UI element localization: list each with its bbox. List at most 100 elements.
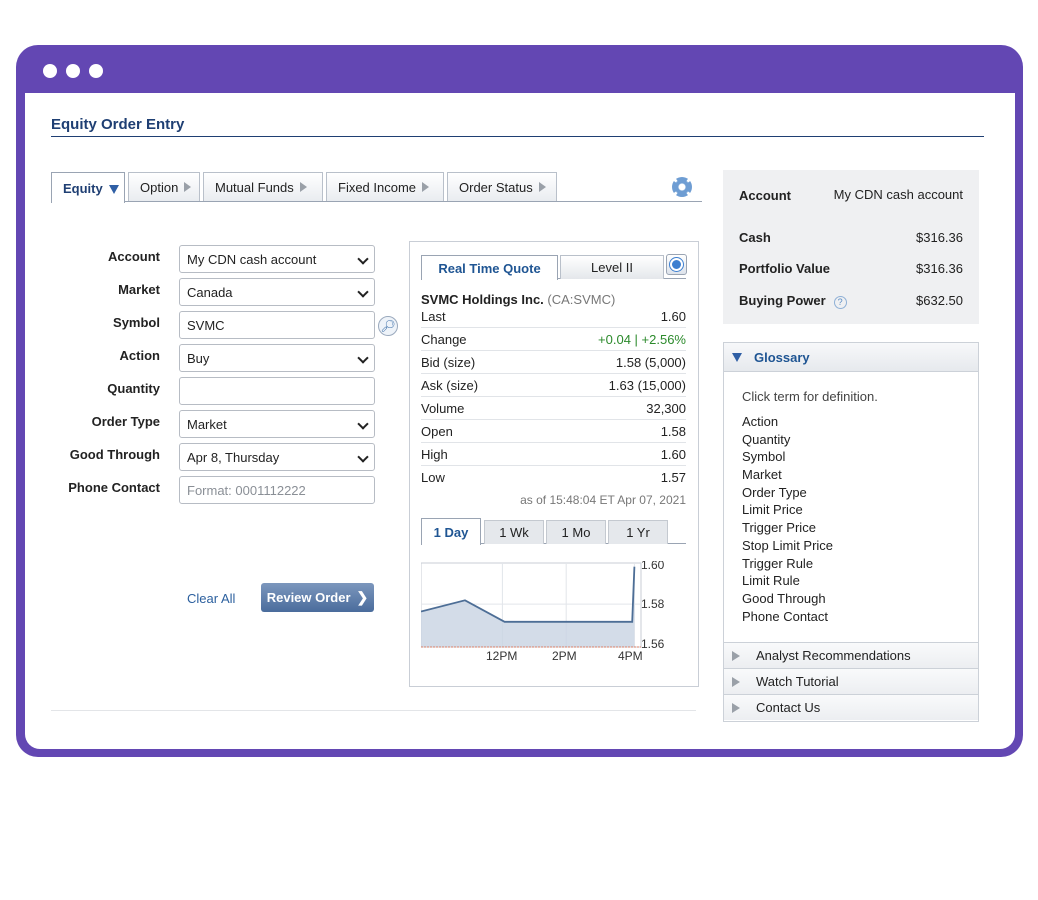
- glossary-term[interactable]: Limit Price: [742, 502, 803, 518]
- symbol-label: Symbol: [113, 315, 160, 330]
- quote-row: High 1.60: [421, 443, 686, 466]
- tab-option[interactable]: Option: [128, 172, 200, 201]
- account-label: Account: [108, 249, 160, 264]
- price-area: [421, 566, 635, 647]
- account-summary: Account My CDN cash account Cash $316.36…: [723, 170, 979, 324]
- contact-us-section[interactable]: Contact Us: [724, 694, 978, 720]
- quote-row-label: Low: [421, 470, 445, 485]
- analyst-recommendations-section[interactable]: Analyst Recommendations: [724, 642, 978, 668]
- glossary-term[interactable]: Good Through: [742, 590, 826, 606]
- market-select-value: Canada: [187, 284, 233, 300]
- chevron-down-icon: [357, 286, 369, 298]
- window-dot[interactable]: [43, 64, 57, 78]
- company-name-text: SVMC Holdings Inc.: [421, 292, 544, 307]
- market-label: Market: [118, 282, 160, 297]
- caret-down-icon: [108, 184, 119, 194]
- account-select[interactable]: My CDN cash account: [179, 245, 375, 273]
- buying-power-label: Buying Power?: [739, 293, 847, 309]
- tab-1-week[interactable]: 1 Wk: [484, 520, 544, 544]
- symbol-search-icon[interactable]: 🔎︎: [378, 316, 398, 336]
- x-tick-label: 12PM: [486, 649, 517, 661]
- triangle-right-icon: [732, 650, 740, 661]
- quote-row: Bid (size) 1.58 (5,000): [421, 351, 686, 374]
- quote-row-label: Bid (size): [421, 354, 476, 370]
- tab-1-day[interactable]: 1 Day: [421, 518, 481, 545]
- account-summary-value: My CDN cash account: [833, 187, 963, 202]
- company-name: SVMC Holdings Inc. (CA:SVMC): [421, 292, 615, 307]
- tab-label: Fixed Income: [338, 179, 417, 195]
- glossary-term[interactable]: Trigger Rule: [742, 555, 814, 571]
- tab-level-ii[interactable]: Level II: [560, 255, 664, 279]
- tab-equity[interactable]: Equity: [51, 172, 125, 203]
- quote-row-value: 1.58: [660, 423, 686, 439]
- tab-order-status[interactable]: Order Status: [447, 172, 557, 201]
- quote-row-label: Volume: [421, 400, 465, 416]
- tab-real-time-quote[interactable]: Real Time Quote: [421, 255, 558, 280]
- help-icon[interactable]: ?: [833, 296, 847, 309]
- cash-value: $316.36: [916, 230, 963, 245]
- order-type-select[interactable]: Market: [179, 410, 375, 438]
- triangle-down-icon: [732, 352, 742, 362]
- action-select[interactable]: Buy: [179, 344, 375, 372]
- glossary-term[interactable]: Limit Rule: [742, 573, 800, 589]
- quote-row-label: Ask (size): [421, 377, 479, 393]
- review-order-button[interactable]: Review Order ❯: [261, 583, 374, 612]
- quote-row-label: Last: [421, 308, 446, 324]
- triangle-right-icon: [732, 702, 740, 713]
- quote-row: Last 1.60: [421, 305, 686, 328]
- glossary-term[interactable]: Stop Limit Price: [742, 537, 834, 553]
- phone-contact-input[interactable]: Format: 0001112222: [179, 476, 375, 504]
- window-dot[interactable]: [89, 64, 103, 78]
- glossary-term[interactable]: Order Type: [742, 484, 807, 500]
- tab-label: Option: [140, 179, 179, 195]
- chevron-down-icon: [357, 418, 369, 430]
- clear-all-link[interactable]: Clear All: [187, 591, 236, 606]
- page-content: Equity Order Entry Equity Option Mutual …: [25, 93, 1015, 749]
- action-select-value: Buy: [187, 350, 210, 366]
- chevron-down-icon: [357, 451, 369, 463]
- tab-1-year[interactable]: 1 Yr: [608, 520, 668, 544]
- symbol-input[interactable]: SVMC: [179, 311, 375, 339]
- quote-row-value: 1.60: [660, 446, 686, 462]
- symbol-input-value: SVMC: [187, 317, 225, 333]
- glossary-panel: Glossary Click term for definition. Acti…: [723, 342, 979, 722]
- buying-power-row: Buying Power? $632.50: [739, 293, 963, 309]
- quote-row-label: High: [421, 446, 448, 462]
- tab-mutual-funds[interactable]: Mutual Funds: [203, 172, 323, 201]
- glossary-term[interactable]: Symbol: [742, 449, 786, 465]
- section-label: Analyst Recommendations: [756, 648, 911, 663]
- cash-label: Cash: [739, 230, 771, 245]
- quantity-label: Quantity: [107, 381, 160, 396]
- y-tick-label: 1.58: [641, 597, 665, 611]
- glossary-term[interactable]: Action: [742, 414, 779, 429]
- phone-contact-placeholder: Format: 0001112222: [187, 482, 306, 498]
- tab-label: Mutual Funds: [215, 179, 294, 195]
- title-divider: [51, 136, 984, 137]
- quote-row-value: 1.60: [660, 308, 686, 324]
- glossary-term[interactable]: Phone Contact: [742, 608, 829, 624]
- glossary-header[interactable]: Glossary: [724, 343, 978, 372]
- watch-tutorial-section[interactable]: Watch Tutorial: [724, 668, 978, 694]
- quantity-input[interactable]: [179, 377, 375, 405]
- buying-power-text: Buying Power: [739, 293, 826, 308]
- tab-fixed-income[interactable]: Fixed Income: [326, 172, 444, 201]
- chevron-right-icon: ❯: [356, 589, 369, 605]
- gear-icon[interactable]: [672, 177, 692, 197]
- quote-row-label: Change: [421, 331, 467, 347]
- refresh-icon[interactable]: [666, 254, 687, 275]
- quote-row: Ask (size) 1.63 (15,000): [421, 374, 686, 397]
- y-tick-label: 1.56: [641, 637, 665, 651]
- section-label: Watch Tutorial: [756, 674, 839, 689]
- tab-1-month[interactable]: 1 Mo: [546, 520, 606, 544]
- window-dot[interactable]: [66, 64, 80, 78]
- good-through-select[interactable]: Apr 8, Thursday: [179, 443, 375, 471]
- glossary-term[interactable]: Market: [742, 467, 782, 483]
- glossary-term[interactable]: Trigger Price: [742, 520, 816, 536]
- quote-row-value: 32,300: [646, 400, 686, 416]
- good-through-select-value: Apr 8, Thursday: [187, 449, 280, 465]
- caret-right-icon: [299, 182, 307, 192]
- order-type-select-value: Market: [187, 416, 227, 432]
- market-select[interactable]: Canada: [179, 278, 375, 306]
- glossary-term[interactable]: Quantity: [742, 431, 791, 447]
- quote-panel: Real Time Quote Level II SVMC Holdings I…: [409, 241, 699, 687]
